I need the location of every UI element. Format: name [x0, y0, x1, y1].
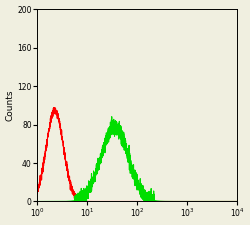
Y-axis label: Counts: Counts — [6, 90, 15, 121]
